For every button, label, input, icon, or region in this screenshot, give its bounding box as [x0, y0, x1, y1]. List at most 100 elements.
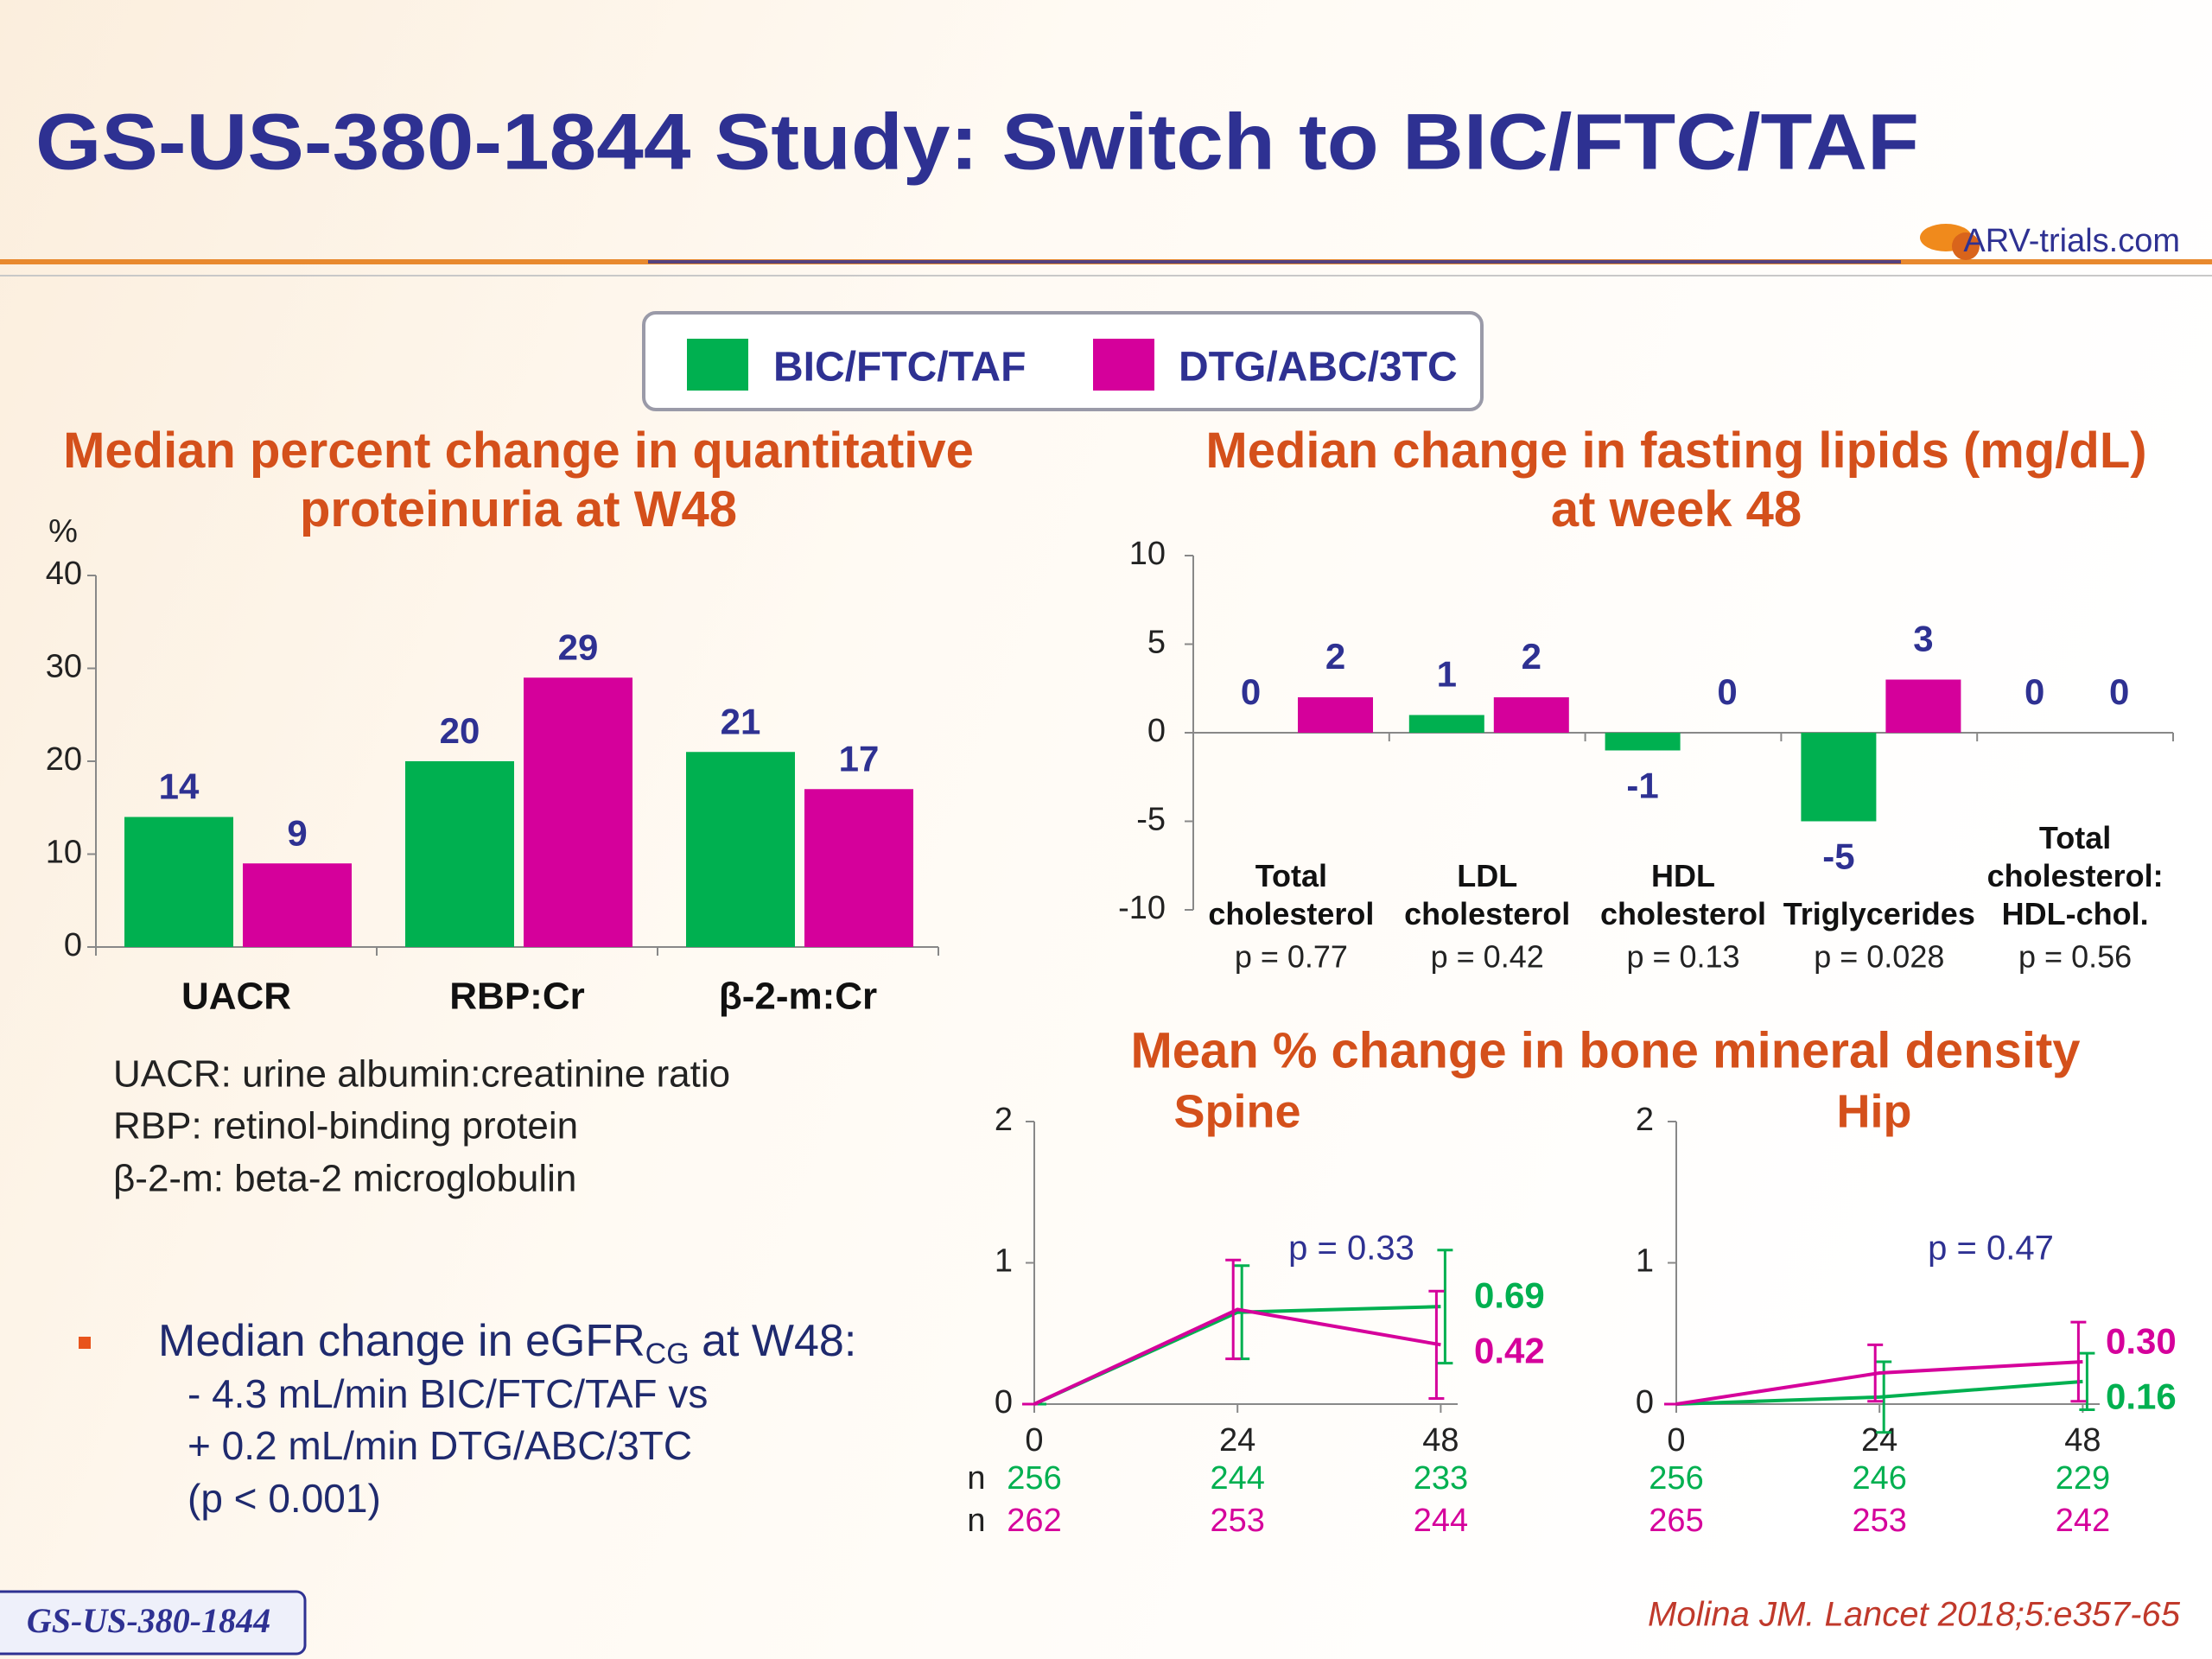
logo-icon — [1952, 232, 1980, 260]
bullet-line: + 0.2 mL/min DTG/ABC/3TC — [188, 1423, 692, 1468]
data-label: 20 — [440, 710, 480, 751]
data-label: 0 — [1717, 671, 1737, 712]
y-tick-label: -5 — [1136, 802, 1166, 838]
bar — [405, 761, 514, 947]
p-value: p = 0.42 — [1431, 939, 1544, 975]
legend-label: BIC/FTC/TAF — [773, 345, 1026, 391]
bar — [524, 677, 632, 947]
y-tick-label: 1 — [995, 1243, 1013, 1280]
n-label: n — [967, 1460, 985, 1497]
data-label: 14 — [159, 766, 200, 807]
error-bar — [1428, 1289, 1445, 1400]
bullet-subscript: CG — [645, 1338, 690, 1370]
x-tick-label-box: Total cholesterol — [1208, 858, 1374, 931]
slide-title: GS-US-380-1844 Study: Switch to BIC/FTC/… — [35, 98, 1919, 186]
n-count: 253 — [1852, 1503, 1906, 1539]
citation: Molina JM. Lancet 2018;5:e357-65 — [1648, 1596, 2181, 1634]
series-line — [1675, 1379, 2083, 1406]
bar — [1885, 679, 1961, 733]
x-tick-label: Triglycerides — [1783, 896, 1975, 931]
n-label: n — [967, 1503, 985, 1539]
chart-title: Hip — [1837, 1085, 1912, 1137]
logo-text: ARV-trials.com — [1963, 223, 2180, 259]
x-tick-label-box: LDL cholesterol — [1404, 858, 1571, 931]
legend-label: DTG/ABC/3TC — [1179, 345, 1458, 391]
bar — [1298, 697, 1373, 733]
chart-title-box: Median percent change in quantitative pr… — [63, 423, 974, 537]
n-count: 262 — [1007, 1503, 1061, 1539]
title-rule-accent — [648, 260, 1901, 264]
y-tick-label: 0 — [995, 1384, 1013, 1421]
n-count: 265 — [1649, 1503, 1703, 1539]
x-tick-label: β-2-m:Cr — [719, 976, 877, 1018]
data-label: 0 — [1241, 671, 1261, 712]
definition: UACR: urine albumin:creatinine ratio — [113, 1053, 730, 1096]
chart-title: Median percent change in quantitative pr… — [63, 423, 974, 537]
bar — [686, 752, 795, 947]
y-tick-label: 0 — [1636, 1384, 1654, 1421]
x-tick-label: Total cholesterol: HDL-chol. — [1986, 820, 2164, 931]
bullet-line: - 4.3 mL/min BIC/FTC/TAF vs — [188, 1371, 708, 1416]
p-value: p = 0.47 — [1928, 1230, 2054, 1268]
y-tick-label: 40 — [46, 556, 82, 592]
bullet-line: (p < 0.001) — [188, 1476, 381, 1521]
data-label: 17 — [839, 738, 880, 779]
bar — [1493, 697, 1569, 733]
data-label: 0.42 — [1474, 1330, 1545, 1370]
error-bar — [1867, 1343, 1884, 1403]
y-tick-label: 1 — [1636, 1243, 1654, 1280]
x-tick-label-box: HDL cholesterol — [1599, 858, 1767, 931]
error-bar — [1225, 1258, 1242, 1361]
title-rule-thin — [0, 275, 2212, 276]
bar — [1605, 733, 1681, 751]
error-bar — [1437, 1249, 1453, 1365]
n-count: 253 — [1210, 1503, 1264, 1539]
data-label: -1 — [1626, 766, 1658, 806]
chart-title: Median change in fasting lipids (mg/dL) … — [1205, 423, 2147, 537]
bar — [804, 789, 913, 947]
x-tick-label-box: Total cholesterol: HDL-chol. — [1986, 820, 2164, 931]
x-tick-label: 48 — [2064, 1422, 2101, 1459]
error-bar — [2079, 1351, 2095, 1412]
data-label: 0.69 — [1474, 1274, 1545, 1315]
bar — [243, 863, 352, 947]
bullet-text-part: at W48: — [690, 1316, 857, 1366]
x-tick-label: LDL cholesterol — [1404, 858, 1571, 931]
y-tick-label: 5 — [1147, 625, 1166, 661]
legend-swatch — [1093, 339, 1154, 391]
bar — [1408, 715, 1484, 733]
footer-study: GS-US-380-1844 — [27, 1601, 270, 1640]
y-tick-label: 10 — [1129, 536, 1166, 572]
series-line — [1675, 1359, 2083, 1406]
x-tick-label: HDL cholesterol — [1599, 858, 1767, 931]
data-label: 2 — [1522, 636, 1541, 677]
x-tick-label: 48 — [1422, 1422, 1459, 1459]
y-tick-label: 0 — [64, 927, 82, 963]
data-label: -5 — [1822, 836, 1854, 877]
x-tick-label: RBP:Cr — [449, 976, 584, 1018]
bullet-text: Median change in eGFRCG at W48: — [158, 1316, 856, 1370]
series-line — [1033, 1307, 1441, 1406]
error-bar — [2070, 1320, 2087, 1403]
n-count: 229 — [2056, 1460, 2110, 1497]
p-value: p = 0.56 — [2018, 939, 2132, 975]
chart-title-box: Median change in fasting lipids (mg/dL) … — [1205, 423, 2147, 537]
n-count: 233 — [1414, 1460, 1468, 1497]
x-tick-label: 0 — [1025, 1422, 1043, 1459]
bar — [124, 817, 233, 947]
bar — [1801, 733, 1877, 822]
legend-box — [642, 311, 1484, 411]
data-label: 9 — [287, 812, 307, 853]
n-count: 242 — [2056, 1503, 2110, 1539]
y-tick-label: 2 — [995, 1102, 1013, 1138]
p-value: p = 0.77 — [1235, 939, 1348, 975]
data-label: 29 — [558, 626, 599, 667]
x-tick-label: UACR — [181, 976, 291, 1018]
y-tick-label: -10 — [1118, 890, 1166, 926]
data-label: 0.16 — [2106, 1376, 2177, 1416]
x-tick-label: 24 — [1861, 1422, 1897, 1459]
y-axis-label: % — [48, 513, 78, 550]
definition: RBP: retinol-binding protein — [113, 1105, 578, 1147]
legend-swatch — [687, 339, 748, 391]
